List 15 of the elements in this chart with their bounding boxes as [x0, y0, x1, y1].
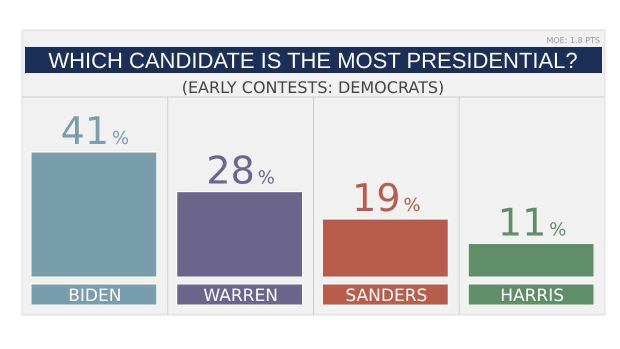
chart-title: WHICH CANDIDATE IS THE MOST PRESIDENTIAL?	[48, 48, 578, 73]
data-label: 19%	[352, 176, 421, 220]
x-tick-label: BIDEN	[68, 286, 122, 306]
chart-subtitle: (EARLY CONTESTS: DEMOCRATS)	[182, 78, 444, 97]
bar	[322, 218, 449, 278]
data-label: 28%	[206, 148, 275, 193]
text: MOE: 1.8 PTS	[546, 36, 600, 45]
x-tick-label: HARRIS	[500, 286, 564, 306]
bar	[468, 242, 594, 278]
bar	[176, 191, 303, 278]
bar	[30, 152, 158, 278]
x-tick-label: WARREN	[203, 286, 278, 306]
data-label: 41%	[60, 109, 130, 153]
x-tick-label: SANDERS	[345, 286, 428, 306]
data-label: 11%	[498, 200, 566, 244]
